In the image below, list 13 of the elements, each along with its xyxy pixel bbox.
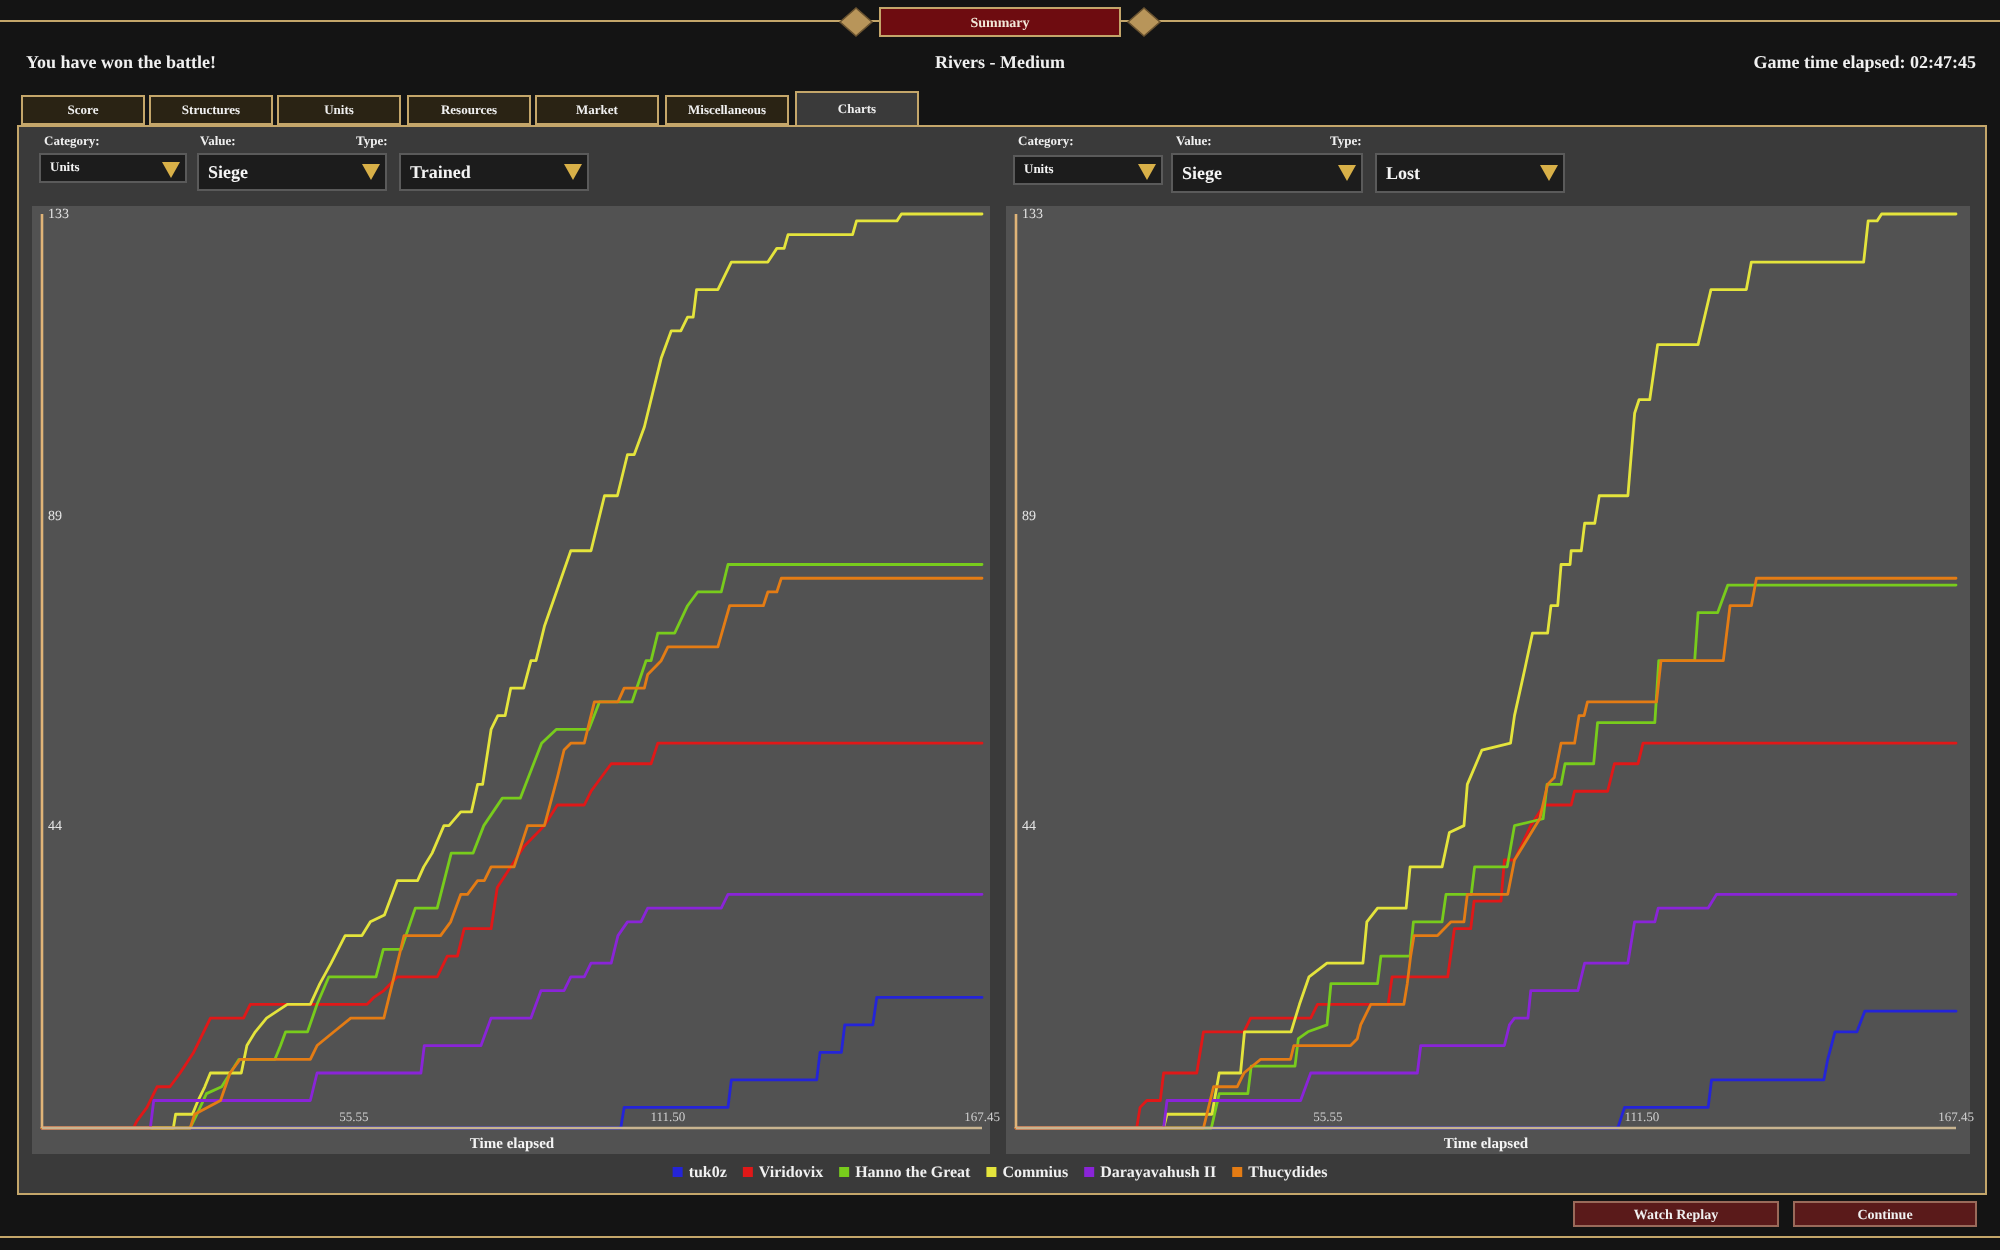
dropdown: Trained — [399, 153, 589, 191]
legend-label: Commius — [1002, 1163, 1069, 1181]
text: Rivers - Medium — [935, 52, 1066, 72]
legend-label: Viridovix — [758, 1163, 824, 1181]
text: You have won the battle! — [26, 52, 217, 72]
text: Game time elapsed: 02:47:45 — [1753, 52, 1977, 72]
dropdown: Siege — [197, 153, 387, 191]
legend-label: Thucydides — [1248, 1163, 1328, 1181]
legend-label: Darayavahush II — [1100, 1163, 1217, 1181]
dropdown: Lost — [1375, 153, 1565, 193]
legend-label: Hanno the Great — [855, 1163, 972, 1181]
dropdown: Siege — [1171, 153, 1363, 193]
legend-label: tuk0z — [688, 1163, 728, 1181]
